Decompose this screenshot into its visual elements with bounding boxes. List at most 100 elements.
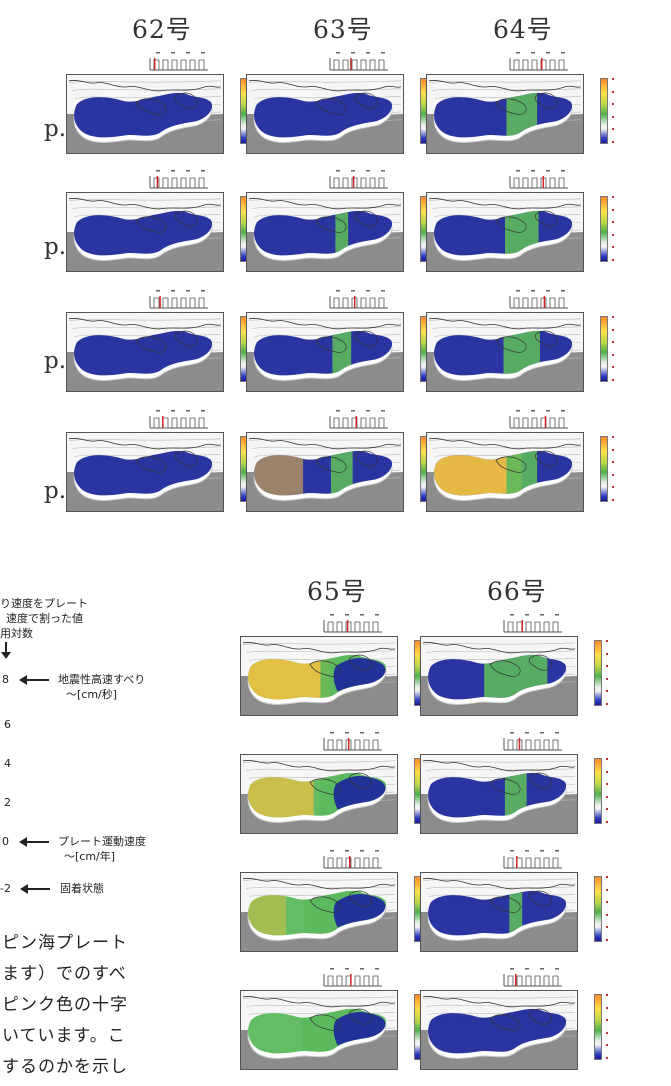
legend-value: 0	[2, 835, 9, 848]
timeline-strip	[329, 170, 388, 189]
simulation-panel	[426, 50, 626, 158]
legend-scale-0: 0 プレート運動速度	[2, 833, 146, 849]
issue-label-65: 65号	[307, 577, 367, 606]
simulation-panel	[420, 730, 620, 838]
body-line-2: ます）でのすべ	[2, 964, 127, 984]
locked-region	[254, 210, 393, 256]
slip-map	[66, 312, 224, 392]
slip-map	[66, 432, 224, 512]
body-line-5: するのかを示し	[2, 1057, 128, 1077]
simulation-panel	[246, 288, 446, 396]
simulation-panel	[426, 288, 626, 396]
issue-label-66: 66号	[487, 577, 547, 606]
legend-value: -2	[0, 882, 11, 895]
colorbar	[594, 994, 602, 1060]
slip-map	[246, 192, 404, 272]
timeline-strip	[503, 850, 562, 869]
locked-region	[74, 210, 213, 256]
colorbar	[594, 876, 602, 942]
simulation-panel	[420, 612, 620, 720]
legend: り速度をプレート 速度で割った値 用対数	[0, 596, 200, 659]
timeline-strip	[503, 614, 562, 633]
colorbar	[600, 316, 608, 382]
slip-map	[240, 754, 398, 834]
colorbar-ticks	[604, 758, 608, 824]
timeline-strip	[149, 52, 208, 71]
slip-map	[246, 74, 404, 154]
colorbar-ticks	[604, 994, 608, 1060]
slip-map	[240, 990, 398, 1070]
timeline-strip	[503, 732, 562, 751]
legend-header-line-3: 用対数	[0, 627, 33, 640]
colorbar	[600, 78, 608, 144]
slip-map	[66, 74, 224, 154]
timeline-strip	[329, 290, 388, 309]
legend-header-line-1: り速度をプレート	[0, 597, 88, 610]
slip-map	[420, 990, 578, 1070]
colorbar	[594, 758, 602, 824]
slip-map	[426, 312, 584, 392]
timeline-strip	[323, 850, 382, 869]
timeline-strip	[323, 968, 382, 987]
simulation-panel	[420, 966, 620, 1074]
simulation-panel	[66, 50, 266, 158]
issue-label-62: 62号	[132, 15, 192, 44]
left-arrow-icon	[20, 884, 51, 894]
simulation-panel	[246, 408, 446, 516]
timeline-strip	[323, 614, 382, 633]
timeline-strip	[503, 968, 562, 987]
simulation-panel	[66, 408, 266, 516]
slip-map	[426, 192, 584, 272]
timeline-strip	[509, 290, 568, 309]
colorbar-ticks	[610, 196, 614, 262]
simulation-panel	[246, 50, 446, 158]
colorbar-ticks	[610, 436, 614, 502]
simulation-panel	[246, 168, 446, 276]
slip-map	[420, 754, 578, 834]
colorbar	[600, 196, 608, 262]
body-line-4: いています。こ	[2, 1026, 126, 1046]
slip-map	[426, 74, 584, 154]
timeline-strip	[509, 410, 568, 429]
left-arrow-icon	[18, 675, 49, 685]
slip-map	[66, 192, 224, 272]
legend-desc: 固着状態	[59, 882, 104, 895]
timeline-strip	[509, 52, 568, 71]
locked-region	[428, 890, 567, 936]
locked-region	[428, 1008, 567, 1054]
legend-scale-0-unit: 〜[cm/年]	[64, 850, 116, 863]
legend-scale-4: 4	[4, 757, 11, 770]
locked-region	[254, 330, 393, 376]
legend-scale-minus2: -2 固着状態	[0, 880, 104, 896]
legend-scale-2: 2	[4, 796, 11, 809]
colorbar-ticks	[604, 876, 608, 942]
locked-region	[254, 92, 393, 138]
slip-map	[420, 872, 578, 952]
issue-label-63: 63号	[313, 15, 373, 44]
simulation-panel	[426, 408, 626, 516]
timeline-strip	[149, 170, 208, 189]
locked-region	[428, 772, 567, 818]
slip-map	[246, 432, 404, 512]
legend-scale-8-unit: 〜[cm/秒]	[66, 688, 118, 701]
body-line-3: ピンク色の十字	[2, 995, 128, 1015]
slip-map	[240, 636, 398, 716]
simulation-panel	[420, 848, 620, 956]
colorbar-ticks	[610, 78, 614, 144]
locked-region	[74, 330, 213, 376]
slip-map	[426, 432, 584, 512]
simulation-panel	[240, 612, 440, 720]
locked-region	[74, 92, 213, 138]
slip-map	[240, 872, 398, 952]
colorbar	[600, 436, 608, 502]
legend-scale-8: 8 地震性高速すべり	[2, 671, 145, 687]
left-arrow-icon	[18, 837, 49, 847]
legend-desc: プレート運動速度	[58, 835, 146, 848]
timeline-strip	[329, 410, 388, 429]
simulation-panel	[240, 966, 440, 1074]
legend-value: 8	[2, 673, 9, 686]
simulation-panel	[426, 168, 626, 276]
colorbar	[594, 640, 602, 706]
body-text: ピン海プレート ます）でのすべ ピンク色の十字 いています。こ するのかを示し	[2, 932, 128, 1078]
simulation-panel	[240, 848, 440, 956]
